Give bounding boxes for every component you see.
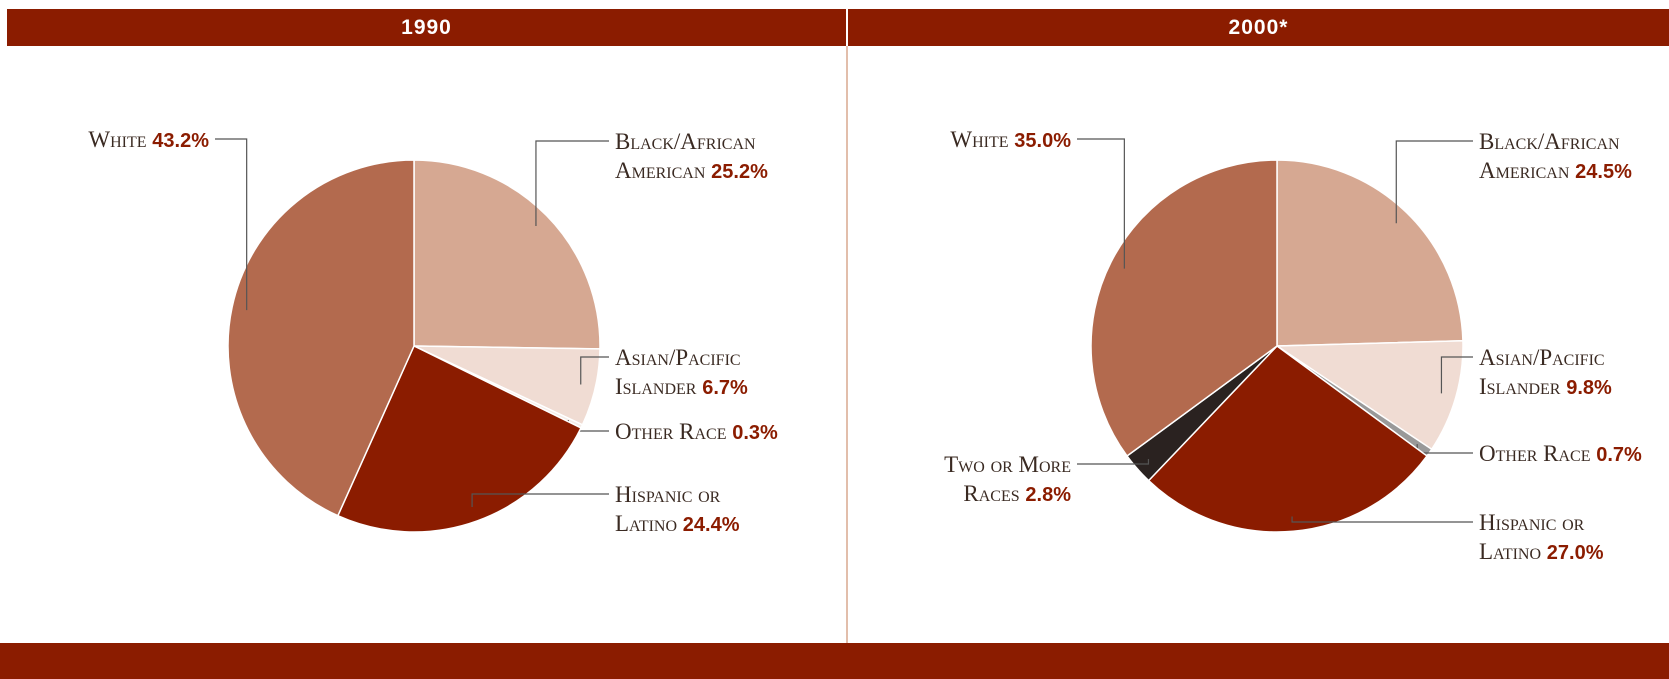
category-name: Other Race (1479, 441, 1591, 466)
value-label: 43.2% (152, 130, 209, 152)
leader-line (1395, 140, 1473, 224)
slice-label: White 35.0% (771, 125, 1071, 156)
leader-line (1077, 138, 1125, 269)
value-label: 9.8% (1566, 377, 1612, 399)
chart-title: 1990 (7, 9, 846, 46)
value-label: 25.2% (711, 161, 768, 183)
category-name: White (950, 127, 1009, 152)
leader-line (1440, 356, 1473, 394)
slice-label: White 43.2% (0, 125, 209, 156)
slice-label: Two or More Races 2.8% (906, 450, 1071, 510)
slice-label: Other Race 0.3% (615, 417, 915, 448)
category-name: Black/African American (1479, 129, 1620, 183)
slice-label: Asian/Pacific Islander 9.8% (1479, 343, 1669, 403)
pie-slice (1147, 345, 1429, 533)
value-label: 6.7% (702, 377, 748, 399)
category-name: Asian/Pacific Islander (1479, 345, 1605, 399)
leader-line (535, 140, 609, 226)
pie-slice (336, 344, 582, 533)
leader-line (471, 493, 609, 507)
category-name: Black/African American (615, 129, 756, 183)
category-name: Hispanic or Latino (1479, 510, 1585, 564)
value-label: 0.7% (1596, 444, 1642, 466)
pie-slice (1090, 159, 1278, 458)
category-name: Other Race (615, 419, 727, 444)
chart-title: 2000* (848, 9, 1669, 46)
pie-slice (1276, 159, 1464, 347)
leader-line (1077, 458, 1150, 465)
value-label: 0.3% (732, 422, 778, 444)
slice-label: Hispanic or Latino 27.0% (1479, 508, 1649, 568)
value-label: 35.0% (1014, 130, 1071, 152)
value-label: 24.4% (682, 514, 740, 536)
category-name: White (88, 127, 147, 152)
value-label: 24.5% (1575, 161, 1632, 183)
value-label: 2.8% (1025, 484, 1071, 506)
slice-label: Black/African American 24.5% (1479, 127, 1669, 187)
category-name: Hispanic or Latino (615, 482, 721, 536)
pie-slice (413, 159, 601, 350)
leader-line (215, 138, 248, 311)
category-name: Asian/Pacific Islander (615, 345, 741, 399)
slice-label: Hispanic or Latino 24.4% (615, 480, 785, 540)
category-name: Two or More Races (944, 452, 1071, 506)
leader-line (580, 356, 609, 385)
leader-line (1291, 516, 1473, 523)
slice-label: Black/African American 25.2% (615, 127, 815, 187)
value-label: 27.0% (1546, 542, 1604, 564)
pie-slice (227, 159, 415, 517)
pie-slice (1274, 339, 1464, 451)
footer-bar (0, 643, 1669, 679)
slice-label: Asian/Pacific Islander 6.7% (615, 343, 815, 403)
slice-label: Other Race 0.7% (1479, 439, 1669, 470)
